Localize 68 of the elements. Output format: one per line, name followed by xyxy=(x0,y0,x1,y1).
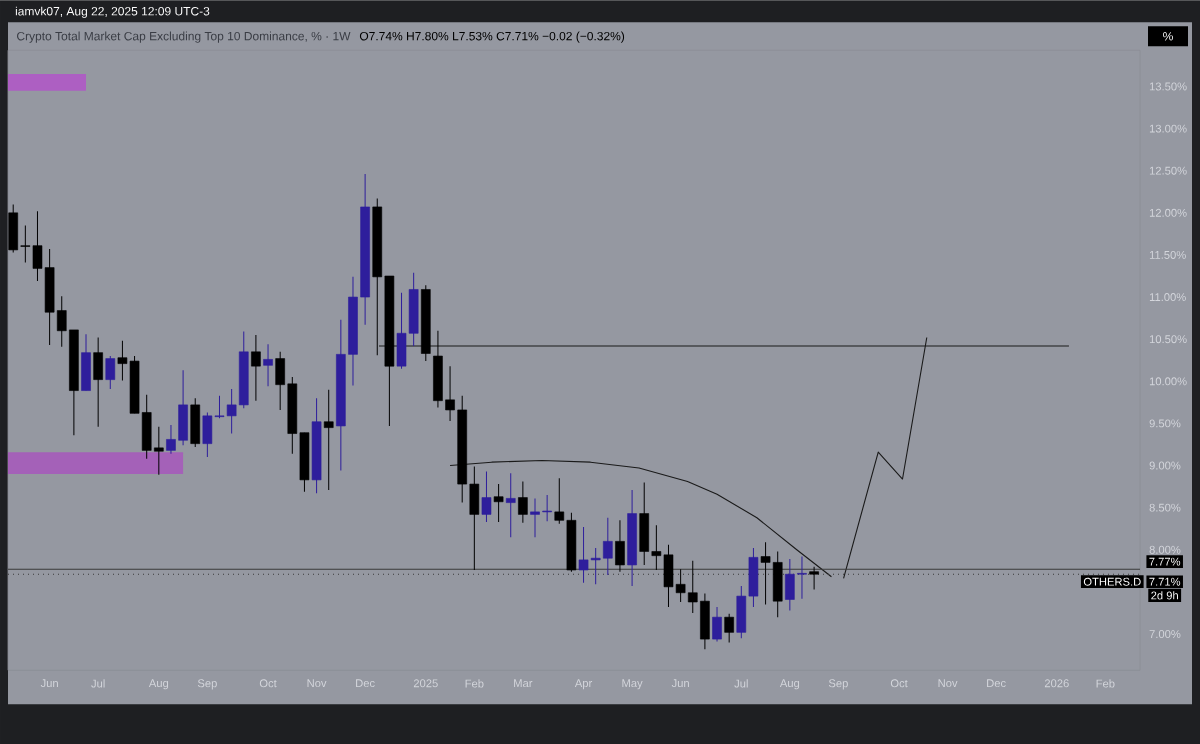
candlestick xyxy=(603,517,613,576)
candlestick xyxy=(615,519,625,573)
candlestick xyxy=(530,497,540,538)
candlestick xyxy=(760,541,771,605)
candlestick xyxy=(493,483,504,523)
text: % xyxy=(1163,31,1173,41)
chart-title: Crypto Total Market Cap Excluding Top 10 Dominance, % · 1W xyxy=(17,31,351,43)
x-tick-label: May xyxy=(622,679,643,690)
x-tick-label: Feb xyxy=(1096,679,1115,688)
x-tick-label: Apr xyxy=(574,679,593,690)
y-tick-label: 8.00% xyxy=(1149,545,1181,554)
x-tick-label: Jun xyxy=(671,679,689,687)
candlestick xyxy=(263,343,273,387)
candlestick xyxy=(809,566,819,590)
candlestick xyxy=(554,477,565,525)
y-tick-label: 13.50% xyxy=(1149,82,1187,91)
x-tick-label: Dec xyxy=(987,679,1006,687)
x-tick-label: Nov xyxy=(938,679,958,687)
ref-line-label: 7.71% xyxy=(1149,577,1181,586)
candlestick xyxy=(518,480,528,524)
y-tick-label: 10.50% xyxy=(1149,335,1187,344)
candlestick xyxy=(56,295,67,348)
candlestick xyxy=(481,470,492,523)
candlestick xyxy=(505,472,516,538)
candlestick xyxy=(445,365,455,422)
ref-line-label: 7.77% xyxy=(1149,557,1181,566)
x-tick-label: Feb xyxy=(465,679,484,688)
text: 2d 9h xyxy=(1151,591,1178,600)
x-tick-label: Jul xyxy=(91,679,105,688)
x-tick-label: 2026 xyxy=(1044,679,1069,688)
x-tick-label: Jun xyxy=(40,679,58,687)
chart-subtitle: O7.74% H7.80% L7.53% C7.71% −0.02 (−0.32%) xyxy=(359,31,625,43)
y-tick-label: 9.50% xyxy=(1149,419,1181,428)
x-tick-label: Jul xyxy=(734,679,748,688)
y-tick-label: 8.50% xyxy=(1149,503,1181,512)
y-tick-label: 13.00% xyxy=(1149,124,1187,133)
x-tick-label: Nov xyxy=(307,679,327,687)
candlestick xyxy=(323,389,334,491)
candlestick xyxy=(166,424,176,455)
annotation: OTHERS.D xyxy=(1083,577,1141,586)
y-tick-label: 11.00% xyxy=(1149,292,1186,301)
y-tick-label: 10.00% xyxy=(1149,377,1187,386)
y-tick-label: 12.00% xyxy=(1149,208,1187,217)
x-tick-label: 2025 xyxy=(413,679,438,688)
candlestick xyxy=(251,334,261,402)
x-tick-label: Sep xyxy=(197,679,217,690)
y-tick-label: 9.00% xyxy=(1149,461,1181,470)
candlestick xyxy=(687,560,698,614)
x-tick-label: Aug xyxy=(148,679,169,690)
line-series xyxy=(449,459,832,578)
candlestick xyxy=(154,426,164,476)
candlestick xyxy=(797,555,807,600)
candlestick xyxy=(724,613,734,643)
x-tick-label: Oct xyxy=(259,679,277,688)
candlestick xyxy=(712,606,722,642)
y-tick-label: 7.00% xyxy=(1149,629,1181,638)
candlestick xyxy=(105,355,116,390)
x-tick-label: Dec xyxy=(356,679,375,687)
candlestick xyxy=(578,526,589,584)
text: iamvk07, Aug 22, 2025 12:09 UTC-3 xyxy=(15,6,210,18)
candlestick xyxy=(542,494,552,522)
candlestick xyxy=(590,547,601,585)
y-tick-label: 11.50% xyxy=(1149,250,1186,259)
y-tick-label: 12.50% xyxy=(1149,166,1187,175)
x-tick-label: Oct xyxy=(890,679,908,688)
x-tick-label: Aug xyxy=(779,679,800,690)
x-tick-label: Sep xyxy=(828,679,848,690)
x-tick-label: Mar xyxy=(514,679,533,687)
